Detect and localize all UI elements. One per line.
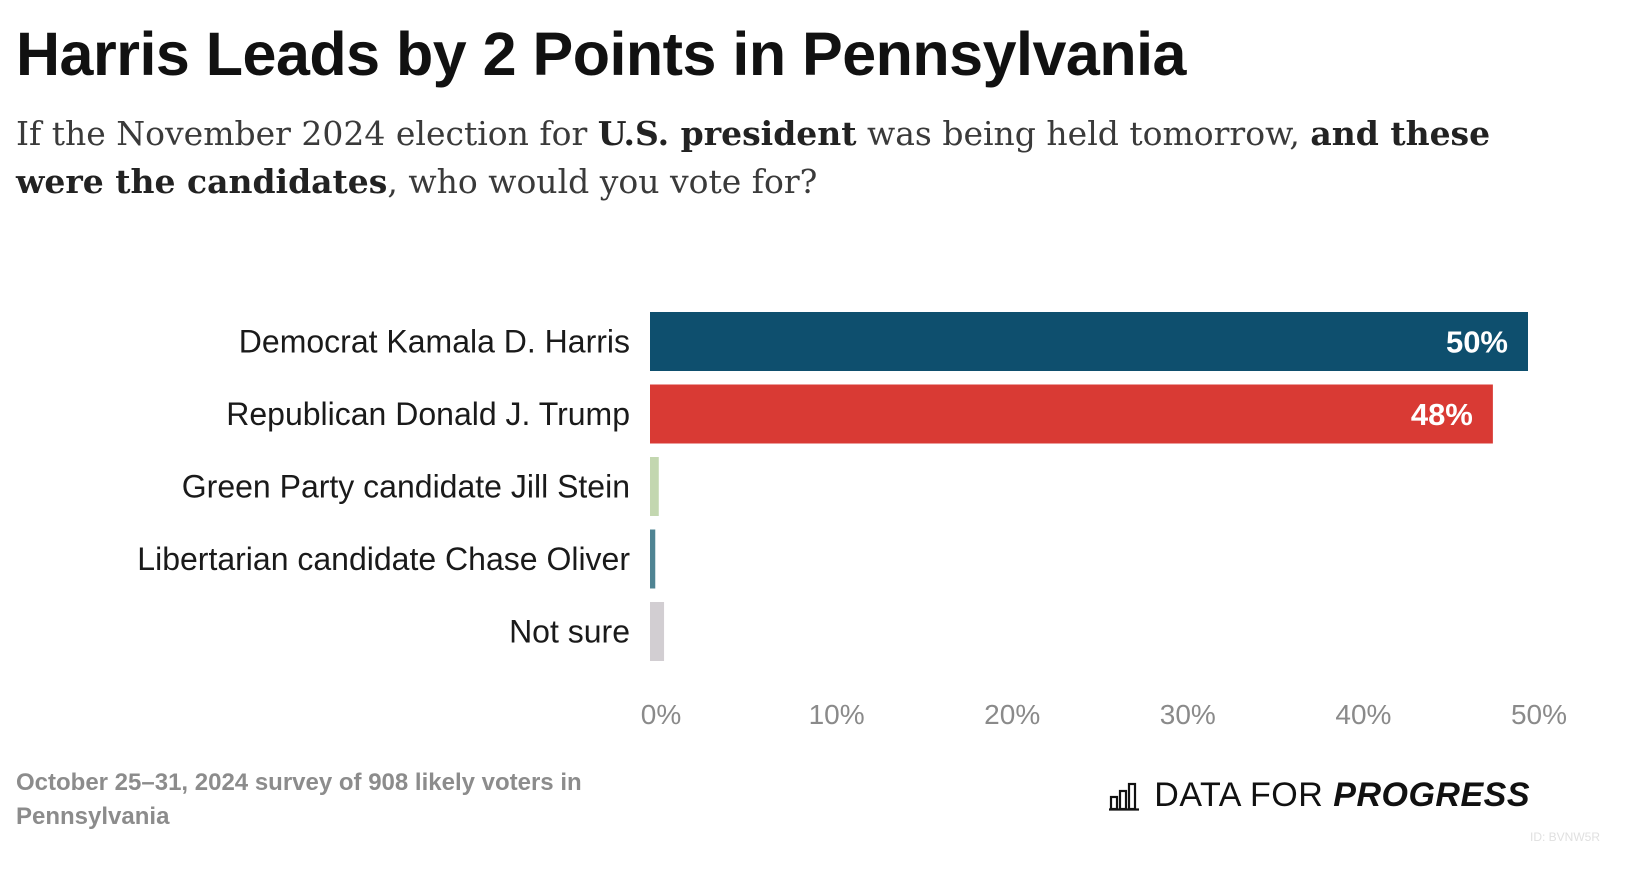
bar-republican-donald-j-trump xyxy=(650,384,1493,444)
bar-libertarian-candidate-chase-oliver xyxy=(650,529,656,589)
category-label: Democrat Kamala D. Harris xyxy=(239,324,630,360)
x-tick-label: 30% xyxy=(1160,699,1216,730)
bar-green-party-candidate-jill-stein xyxy=(650,457,659,516)
bar-democrat-kamala-d-harris xyxy=(650,312,1528,371)
x-tick-label: 0% xyxy=(641,699,681,730)
category-label: Libertarian candidate Chase Oliver xyxy=(137,541,630,577)
subtitle-text-2: was being held tomorrow, xyxy=(856,114,1311,153)
bar-not-sure xyxy=(650,602,665,661)
subtitle-text-3: , who would you vote for? xyxy=(387,162,818,201)
chart-id: ID: BVNW5R xyxy=(1529,830,1600,844)
x-tick-label: 50% xyxy=(1511,699,1567,730)
survey-footnote: October 25–31, 2024 survey of 908 likely… xyxy=(16,769,582,830)
category-label: Green Party candidate Jill Stein xyxy=(182,469,630,505)
value-label: 48% xyxy=(1411,397,1473,432)
subtitle-text-1: If the November 2024 election for xyxy=(16,114,598,153)
x-tick-label: 10% xyxy=(809,699,865,730)
category-label: Not sure xyxy=(509,614,630,650)
bar-chart-icon xyxy=(1109,782,1140,811)
value-label: 50% xyxy=(1446,325,1508,360)
bar-chart: Democrat Kamala D. Harris 50% Republican D… xyxy=(137,312,1567,730)
subtitle-emphasis-1: U.S. president xyxy=(597,114,857,153)
category-label: Republican Donald J. Trump xyxy=(226,396,630,432)
x-tick-label: 20% xyxy=(984,699,1040,730)
subtitle-emphasis-2: and these were the candidates xyxy=(16,114,1491,201)
x-tick-label: 40% xyxy=(1335,699,1391,730)
chart-subtitle: If the November 2024 election for U.S. p… xyxy=(16,110,1556,206)
logo-text-data-for: DATA FOR xyxy=(1154,776,1324,814)
logo-text-progress: PROGRESS xyxy=(1333,776,1530,814)
data-for-progress-logo: DATA FOR PROGRESS xyxy=(1108,776,1530,815)
chart-title: Harris Leads by 2 Points in Pennsylvania xyxy=(16,20,1186,88)
